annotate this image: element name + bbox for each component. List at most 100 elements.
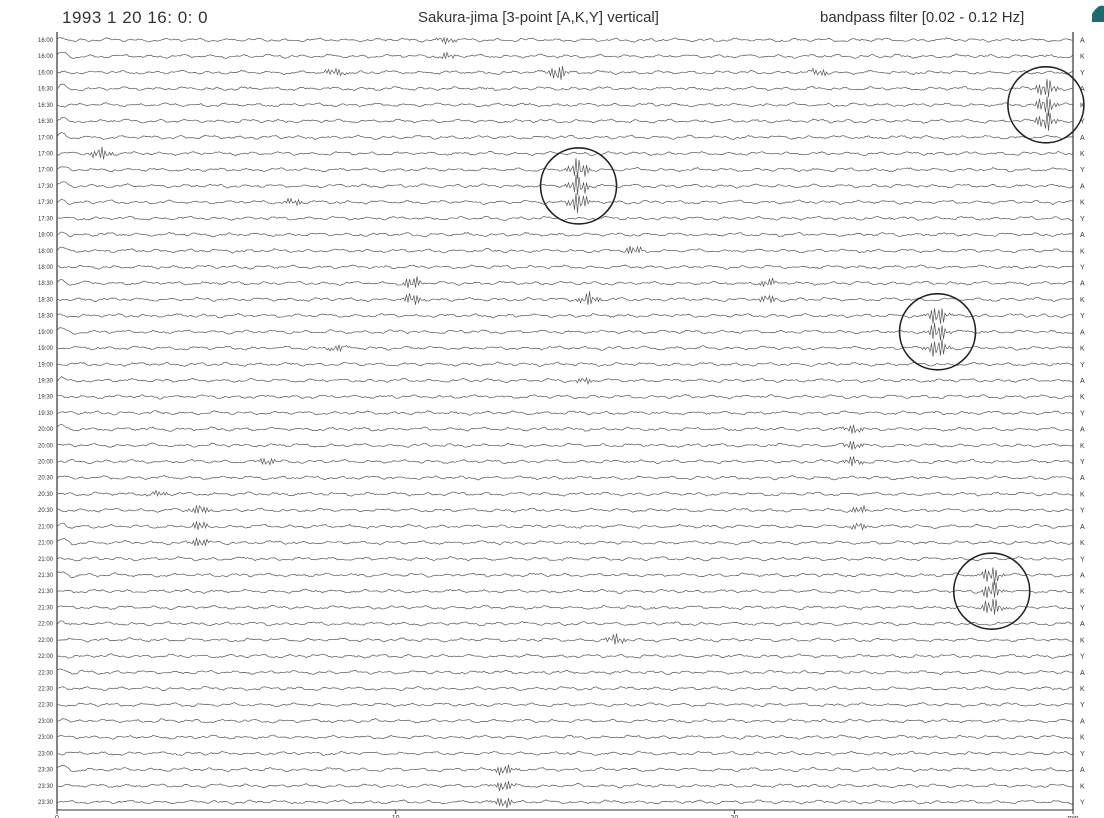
seismic-trace xyxy=(56,504,1073,514)
row-time-label: 18:30 xyxy=(38,281,54,287)
seismic-trace xyxy=(56,51,1073,60)
row-time-label: 20:00 xyxy=(38,460,54,466)
seismic-trace xyxy=(56,158,1073,180)
row-station-label: K xyxy=(1080,589,1085,596)
row-station-label: K xyxy=(1080,686,1085,693)
record-start-time: 1993 1 20 16: 0: 0 xyxy=(62,8,209,27)
seismic-trace xyxy=(56,394,1073,400)
row-station-label: Y xyxy=(1080,410,1085,417)
row-station-label: A xyxy=(1080,427,1085,434)
row-station-label: A xyxy=(1080,232,1085,239)
row-time-label: 16:30 xyxy=(38,87,54,93)
row-time-label: 18:00 xyxy=(38,265,54,271)
filter-label: bandpass filter [0.02 - 0.12 Hz] xyxy=(820,9,1025,26)
row-time-label: 17:00 xyxy=(38,135,54,141)
row-station-label: A xyxy=(1080,329,1085,336)
row-station-label: A xyxy=(1080,621,1085,628)
row-time-label: 19:00 xyxy=(38,346,54,352)
row-station-label: Y xyxy=(1080,70,1085,77)
seismic-trace xyxy=(56,456,1073,467)
seismic-trace xyxy=(56,264,1073,270)
row-station-label: Y xyxy=(1080,605,1085,612)
row-station-label: Y xyxy=(1080,654,1085,661)
seismic-trace xyxy=(56,308,1073,324)
chart-title: Sakura-jima [3-point [A,K,Y] vertical] xyxy=(418,9,659,26)
seismic-trace xyxy=(56,361,1073,368)
row-time-label: 23:00 xyxy=(38,735,54,741)
row-time-label: 22:00 xyxy=(38,622,54,628)
row-station-label: K xyxy=(1080,783,1085,790)
seismic-trace xyxy=(56,96,1073,117)
row-station-label: Y xyxy=(1080,313,1085,320)
row-time-label: 22:00 xyxy=(38,638,54,644)
seismic-trace xyxy=(56,276,1073,288)
seismic-trace xyxy=(56,764,1073,776)
seismic-trace xyxy=(56,441,1073,450)
row-time-label: 23:30 xyxy=(38,800,54,806)
seismic-trace xyxy=(56,215,1073,221)
seismic-trace xyxy=(56,193,1073,214)
seismic-trace xyxy=(56,410,1073,416)
row-station-label: Y xyxy=(1080,119,1085,126)
seismic-trace xyxy=(56,174,1073,195)
row-time-label: 20:00 xyxy=(38,443,54,449)
seismic-trace xyxy=(56,489,1073,497)
row-time-label: 18:30 xyxy=(38,297,54,303)
row-time-label: 23:00 xyxy=(38,751,54,757)
seismic-trace xyxy=(56,78,1073,98)
row-station-label: K xyxy=(1080,637,1085,644)
row-station-label: K xyxy=(1080,394,1085,401)
seismic-trace xyxy=(56,231,1073,238)
row-time-label: 18:00 xyxy=(38,233,54,239)
seismic-trace xyxy=(56,322,1073,341)
row-time-label: 17:30 xyxy=(38,184,54,190)
row-time-label: 20:30 xyxy=(38,492,54,498)
row-station-label: Y xyxy=(1080,800,1085,807)
seismic-trace xyxy=(56,520,1073,531)
row-time-label: 20:00 xyxy=(38,427,54,433)
row-time-label: 21:00 xyxy=(38,557,54,563)
seismic-trace xyxy=(56,36,1073,45)
seismic-trace xyxy=(56,376,1073,386)
seismic-trace xyxy=(56,66,1073,80)
row-time-label: 18:00 xyxy=(38,249,54,255)
seismic-trace xyxy=(56,567,1073,586)
event-circle xyxy=(1007,66,1085,144)
seismic-trace xyxy=(56,620,1073,627)
seismic-trace xyxy=(56,146,1073,160)
seismic-trace xyxy=(56,734,1073,740)
row-time-label: 19:00 xyxy=(38,330,54,336)
seismic-trace xyxy=(56,424,1073,434)
row-station-label: A xyxy=(1080,718,1085,725)
row-time-label: 16:00 xyxy=(38,54,54,60)
row-station-label: Y xyxy=(1080,556,1085,563)
row-station-label: A xyxy=(1080,183,1085,190)
x-tick-label: 0 xyxy=(55,815,59,818)
row-station-label: K xyxy=(1080,151,1085,158)
row-station-label: A xyxy=(1080,281,1085,288)
seismic-trace xyxy=(56,718,1073,724)
event-circle xyxy=(539,147,618,225)
row-time-label: 16:00 xyxy=(38,38,54,44)
seismic-trace xyxy=(56,797,1073,808)
seismic-trace xyxy=(56,653,1073,659)
row-time-label: 16:00 xyxy=(38,70,54,76)
row-time-label: 21:30 xyxy=(38,573,54,579)
seismic-trace xyxy=(56,245,1073,254)
row-station-label: K xyxy=(1080,248,1085,255)
seismic-trace xyxy=(56,132,1073,140)
seismic-trace xyxy=(56,339,1073,357)
row-time-label: 23:30 xyxy=(38,784,54,790)
row-time-label: 23:30 xyxy=(38,768,54,774)
x-tick-label: 20 xyxy=(730,815,738,818)
row-time-label: 22:30 xyxy=(38,687,54,693)
row-station-label: A xyxy=(1080,524,1085,531)
seismic-trace xyxy=(56,685,1073,692)
seismic-trace xyxy=(56,598,1073,615)
row-time-label: 23:00 xyxy=(38,719,54,725)
row-station-label: Y xyxy=(1080,459,1085,466)
row-time-label: 21:30 xyxy=(38,605,54,611)
row-station-label: A xyxy=(1080,378,1085,385)
event-circle xyxy=(952,552,1031,631)
